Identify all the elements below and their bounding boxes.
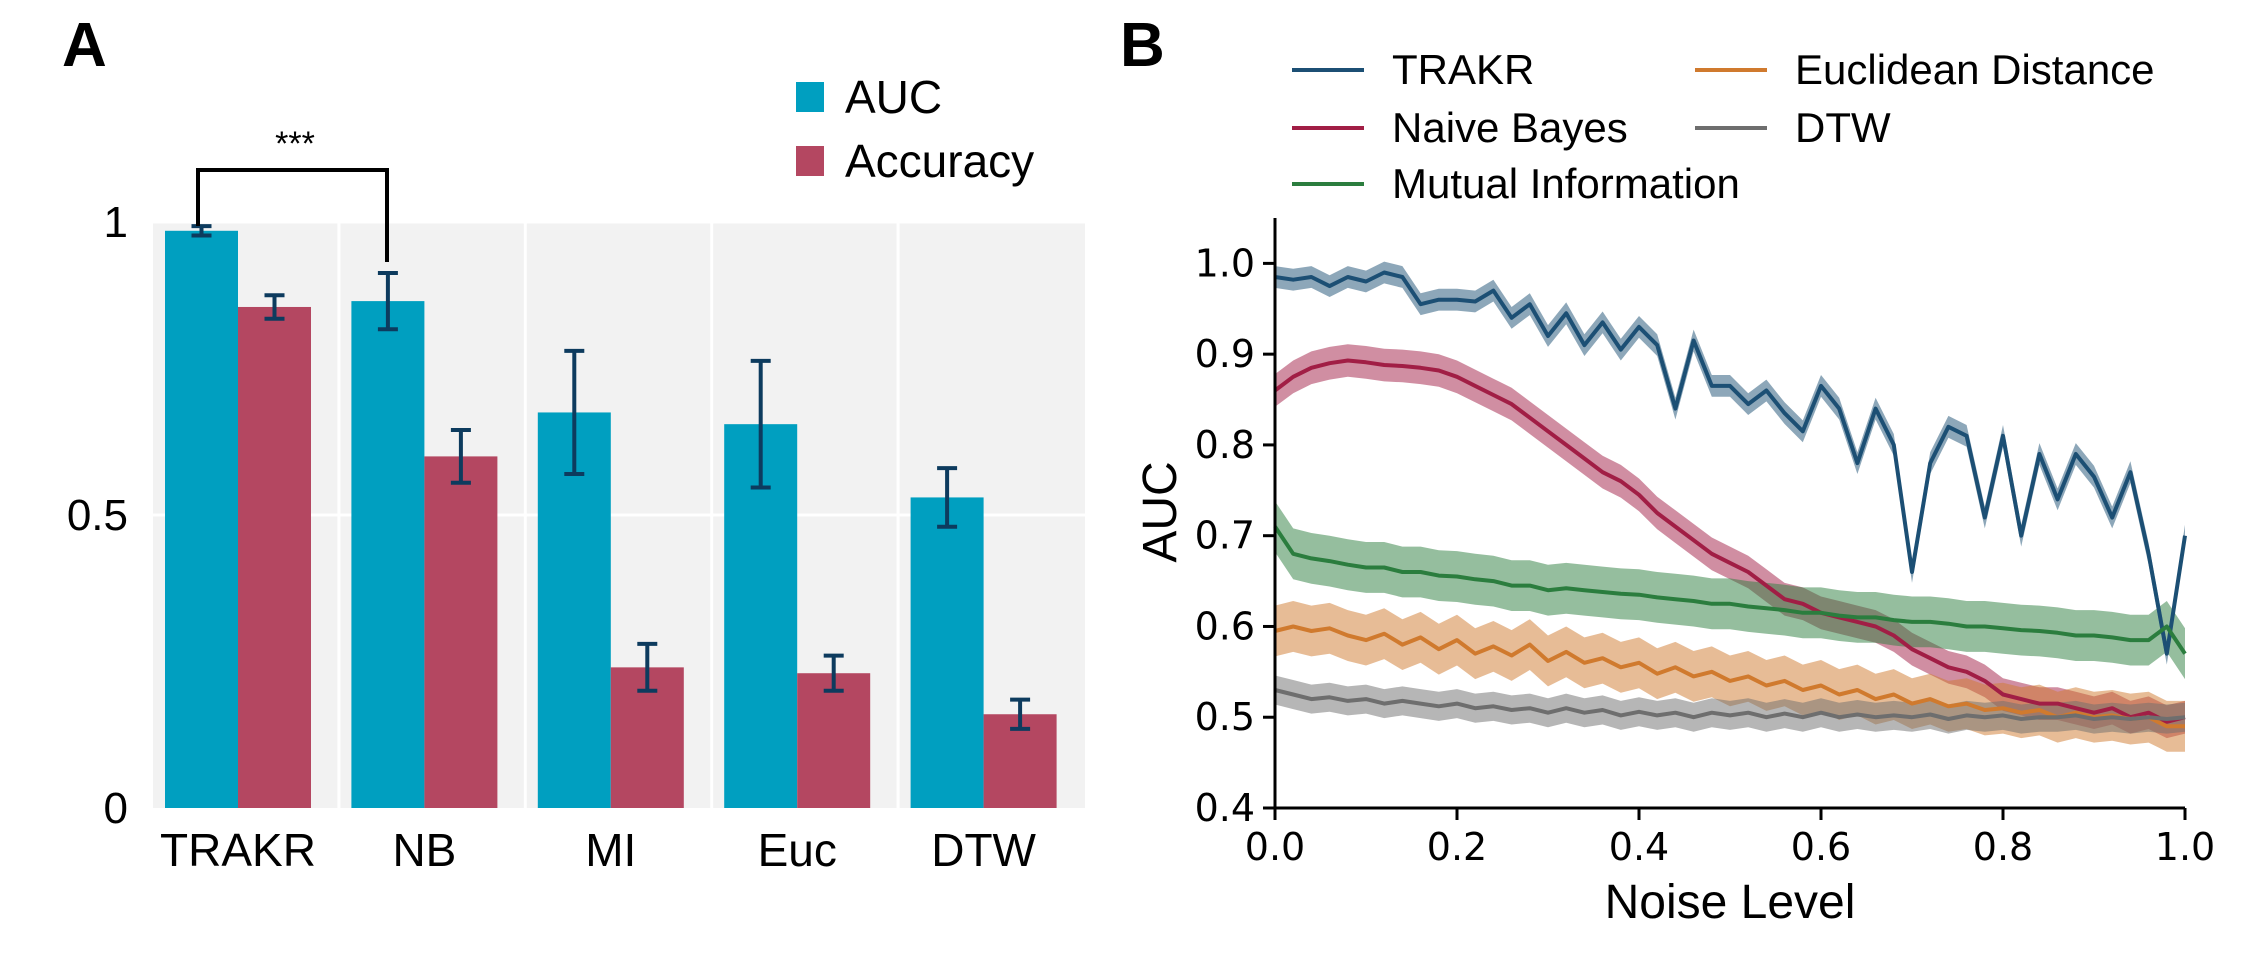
series-lines (1273, 270, 2187, 729)
x-tick-label: 0.6 (1791, 825, 1851, 869)
error-bar-auc-trakr (191, 224, 212, 238)
bar-auc-nb (351, 301, 425, 808)
error-bar-auc-dtw (937, 466, 958, 529)
y-axis-label: AUC (1134, 461, 1187, 562)
error-bars (191, 224, 1031, 731)
x-tick-label: 0.4 (1609, 825, 1669, 869)
x-tick-label-trakr: TRAKR (160, 824, 316, 876)
panel-a-label: A (62, 11, 107, 80)
bar-accuracy-trakr (238, 306, 311, 808)
legend-label-dtw: DTW (1795, 104, 1891, 151)
significance-label: *** (275, 125, 315, 163)
y-tick-label: 0.5 (67, 491, 128, 540)
legend-label-mutual-information: Mutual Information (1392, 160, 1740, 207)
y-tick-label: 0.6 (1195, 604, 1255, 648)
bar-chart-panel: 00.51 TRAKR NB MI Euc DTW *** AUC Accuracy (67, 71, 1085, 876)
line-y-ticks: 0.4 0.5 0.6 0.7 0.8 0.9 1.0 (1195, 241, 1275, 830)
legend-label-accuracy: Accuracy (845, 135, 1034, 187)
significance-bracket: *** (196, 125, 389, 262)
bars (165, 230, 1057, 809)
band-mutual-information (1275, 501, 2185, 680)
bar-y-ticks: 00.51 (67, 198, 128, 833)
legend-swatch-auc (796, 82, 824, 112)
x-tick-label: 1.0 (2155, 825, 2215, 869)
error-bar-accuracy-nb (450, 428, 471, 485)
y-tick-label: 0.9 (1195, 332, 1255, 376)
line-dtw (1274, 688, 2186, 721)
y-tick-label: 1.0 (1195, 241, 1255, 285)
bar-accuracy-euc (797, 673, 871, 808)
y-tick-label: 1 (104, 198, 128, 247)
error-bar-accuracy-trakr (264, 293, 285, 321)
x-axis-label: Noise Level (1605, 876, 1856, 929)
bar-x-ticks: TRAKR NB MI Euc DTW (160, 824, 1036, 876)
error-bar-accuracy-dtw (1010, 697, 1031, 731)
y-tick-label: 0.7 (1195, 514, 1255, 558)
panel-b-label: B (1120, 11, 1165, 80)
y-tick-label: 0.8 (1195, 423, 1255, 467)
error-bar-auc-euc (750, 358, 771, 490)
error-bar-auc-nb (377, 270, 398, 332)
line-euclidean-distance (1274, 624, 2185, 729)
x-tick-label-euc: Euc (758, 824, 837, 876)
x-tick-label: 0.2 (1427, 825, 1487, 869)
legend-label-trakr: TRAKR (1392, 46, 1534, 93)
line-mutual-information (1273, 525, 2187, 655)
bar-legend: AUC Accuracy (796, 71, 1034, 187)
line-x-ticks: 0.0 0.2 0.4 0.6 0.8 1.0 (1245, 808, 2215, 869)
confidence-bands (1275, 261, 2185, 752)
y-tick-label: 0.4 (1195, 786, 1255, 830)
x-tick-label: 0.8 (1973, 825, 2033, 869)
error-bar-auc-mi (564, 348, 585, 476)
legend-label-auc: AUC (845, 71, 942, 123)
legend-label-naive-bayes: Naive Bayes (1392, 104, 1628, 151)
bar-auc-trakr (165, 230, 238, 809)
line-naive-bayes (1273, 358, 2186, 724)
x-tick-label-nb: NB (392, 824, 456, 876)
bar-accuracy-nb (424, 456, 498, 808)
y-tick-label: 0.5 (1195, 695, 1255, 739)
legend-label-euclidean-distance: Euclidean Distance (1795, 46, 2155, 93)
line-chart-panel: 0.4 0.5 0.6 0.7 0.8 0.9 1.0 0.0 0.2 0.4 0.6 0.8 1.0… (1134, 46, 2215, 929)
error-bar-accuracy-euc (823, 653, 844, 693)
x-tick-label-dtw: DTW (931, 824, 1036, 876)
y-tick-label: 0 (104, 784, 128, 833)
error-bar-accuracy-mi (637, 641, 658, 693)
line-trakr (1274, 270, 2187, 656)
x-tick-label: 0.0 (1245, 825, 1305, 869)
legend-swatch-accuracy (796, 146, 824, 176)
bar-auc-mi (537, 412, 611, 808)
bar-auc-dtw (910, 497, 984, 808)
x-tick-label-mi: MI (585, 824, 636, 876)
line-legend: TRAKR Naive Bayes Mutual Information Euclid… (1292, 46, 2155, 207)
